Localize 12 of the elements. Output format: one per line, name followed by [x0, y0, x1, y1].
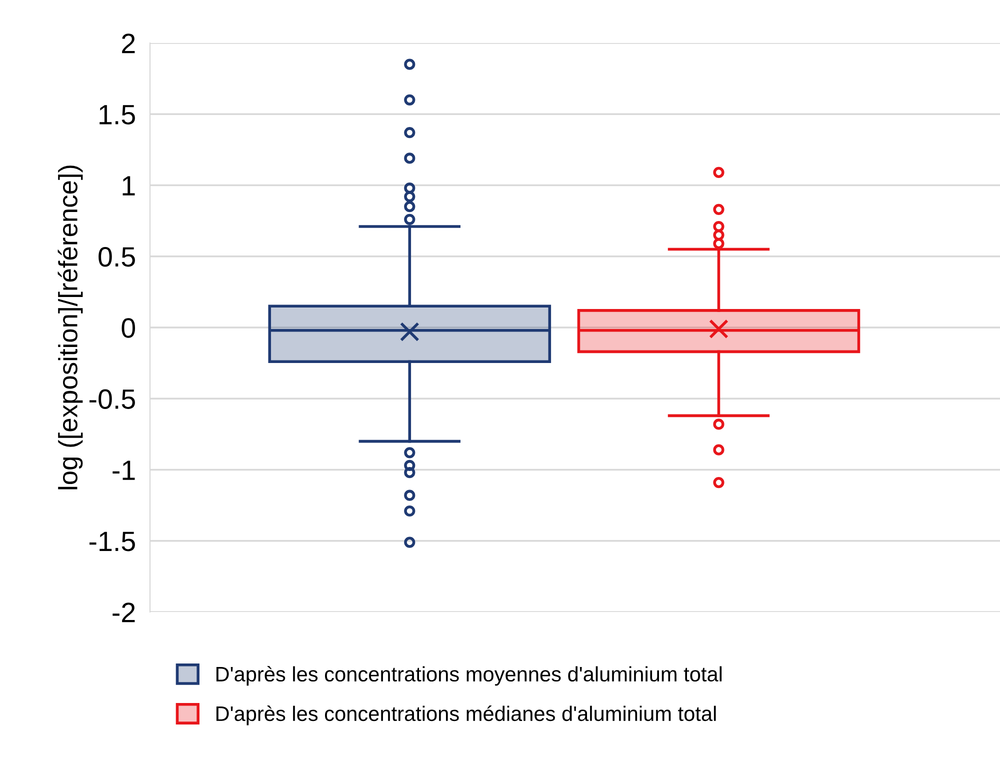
y-tick-label: -2: [112, 602, 135, 622]
y-tick-label: 1: [122, 176, 135, 196]
y-tick-label: -1: [112, 460, 135, 480]
y-tick-label: -1.5: [89, 532, 135, 552]
y-tick-label: -0.5: [89, 389, 135, 409]
y-tick-label: 0: [122, 318, 136, 338]
y-tick-label: 2: [122, 34, 135, 54]
y-axis-title: log ([exposition]/[référence]): [58, 166, 83, 490]
legend-label: D'après les concentrations moyennes d'aluminium total: [216, 666, 722, 686]
y-tick-label: 1.5: [100, 105, 135, 124]
y-tick-label: 0.5: [98, 247, 135, 267]
legend-label: D'après les concentrations médianes d'aluminium total: [216, 706, 716, 726]
